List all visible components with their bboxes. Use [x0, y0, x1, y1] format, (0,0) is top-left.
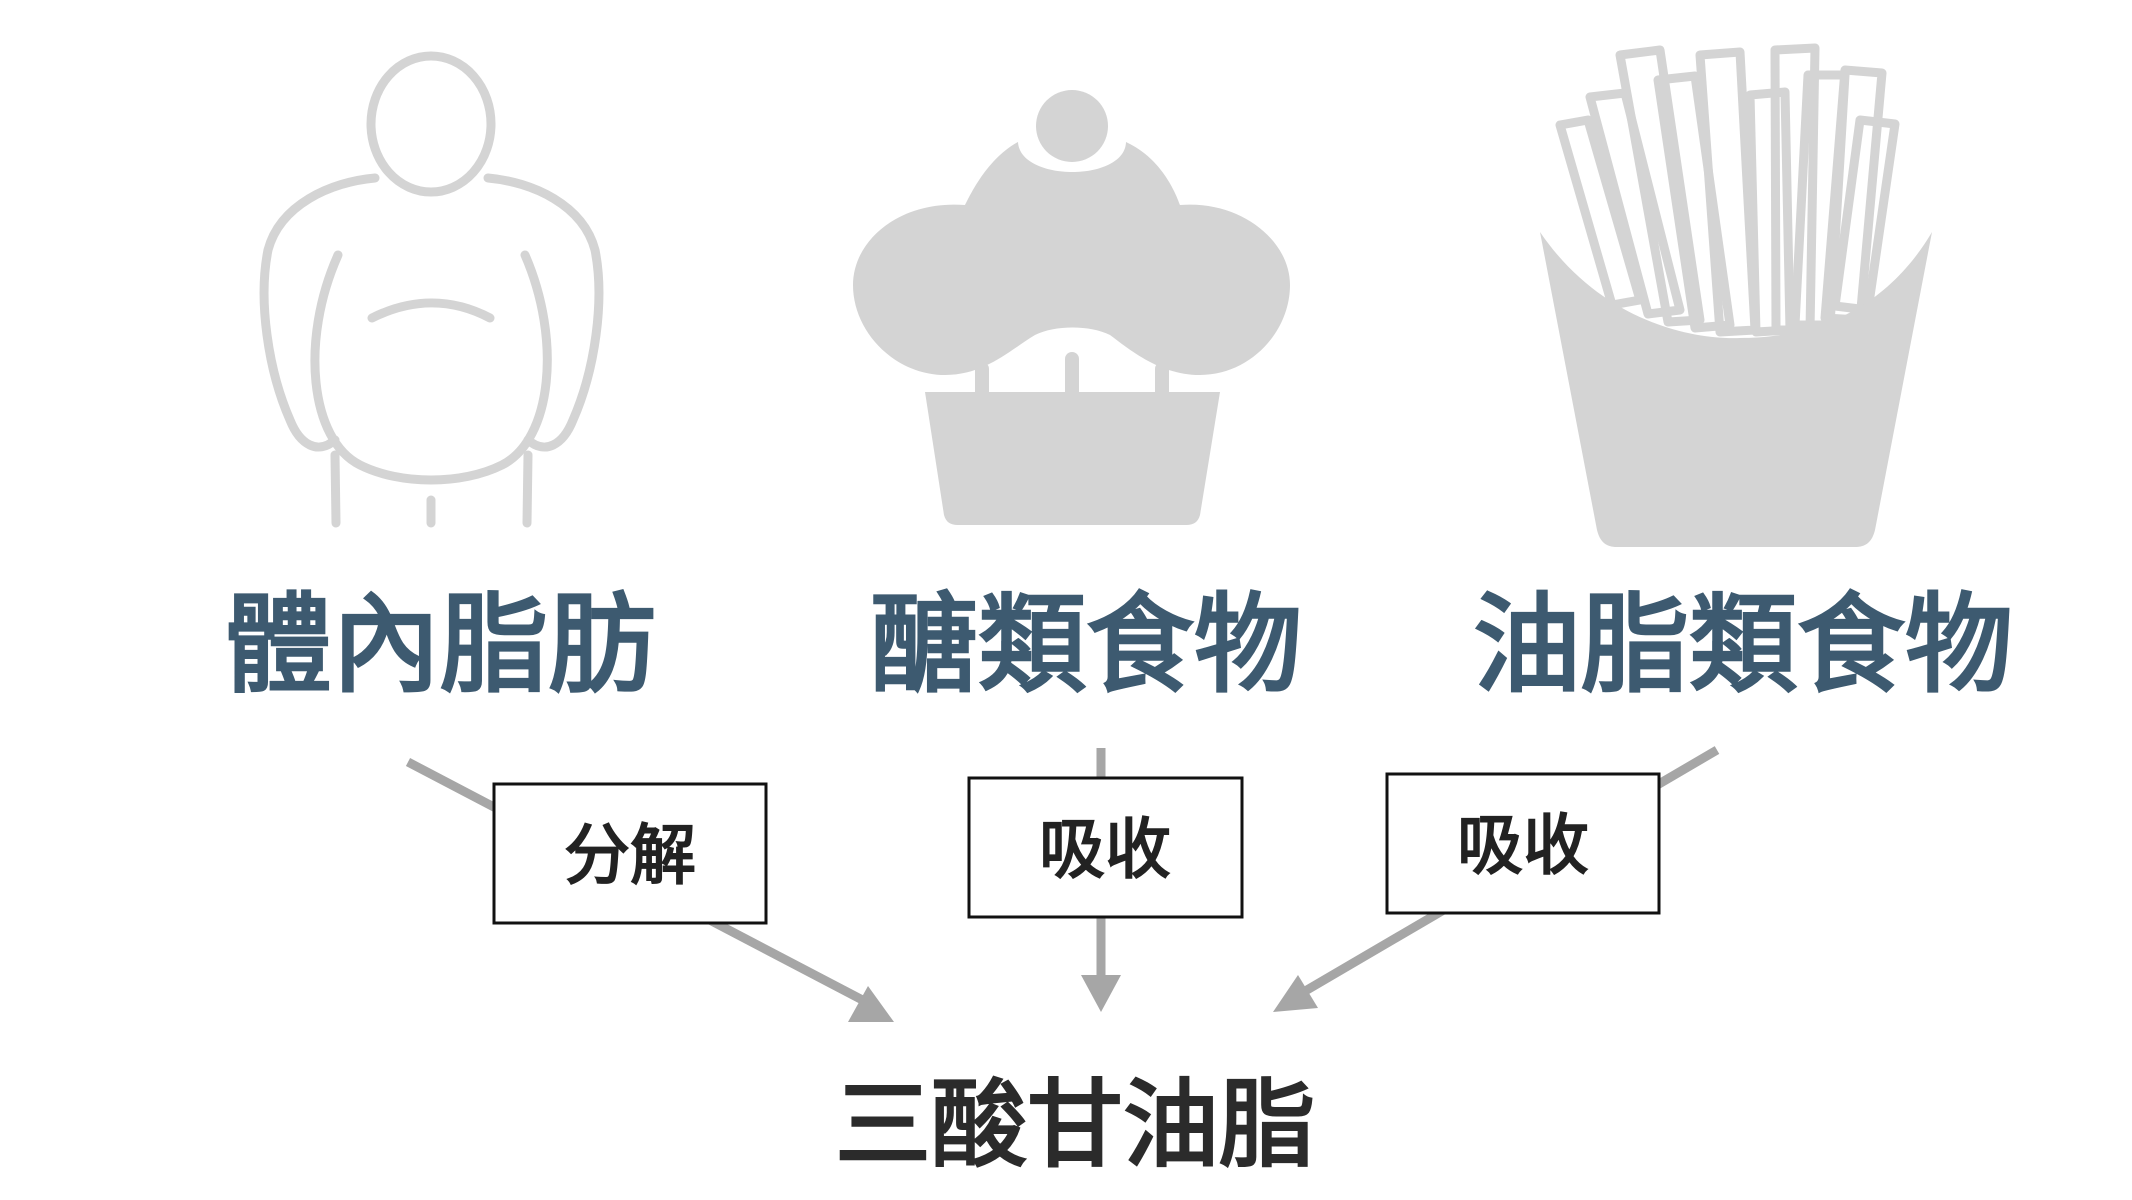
result-label-triglyceride: 三酸甘油脂 [835, 1069, 1315, 1181]
source-label-fatty-food: 油脂類食物 [1473, 583, 2013, 708]
process-label-absorb-fat: 吸收 [1457, 807, 1589, 884]
process-box-absorb-fat: 吸收 [1385, 772, 1661, 915]
source-label-carbohydrate-food: 醣類食物 [870, 583, 1302, 708]
process-label-absorb-carbohydrate: 吸收 [1039, 811, 1171, 888]
body-fat-person-icon [259, 51, 604, 528]
french-fries-icon [1540, 43, 1932, 547]
cupcake-icon [853, 90, 1290, 525]
process-box-decompose: 分解 [492, 782, 768, 925]
process-label-decompose: 分解 [564, 817, 696, 894]
source-label-body-fat: 體內脂肪 [224, 583, 656, 708]
process-box-absorb-carbohydrate: 吸收 [967, 776, 1244, 919]
